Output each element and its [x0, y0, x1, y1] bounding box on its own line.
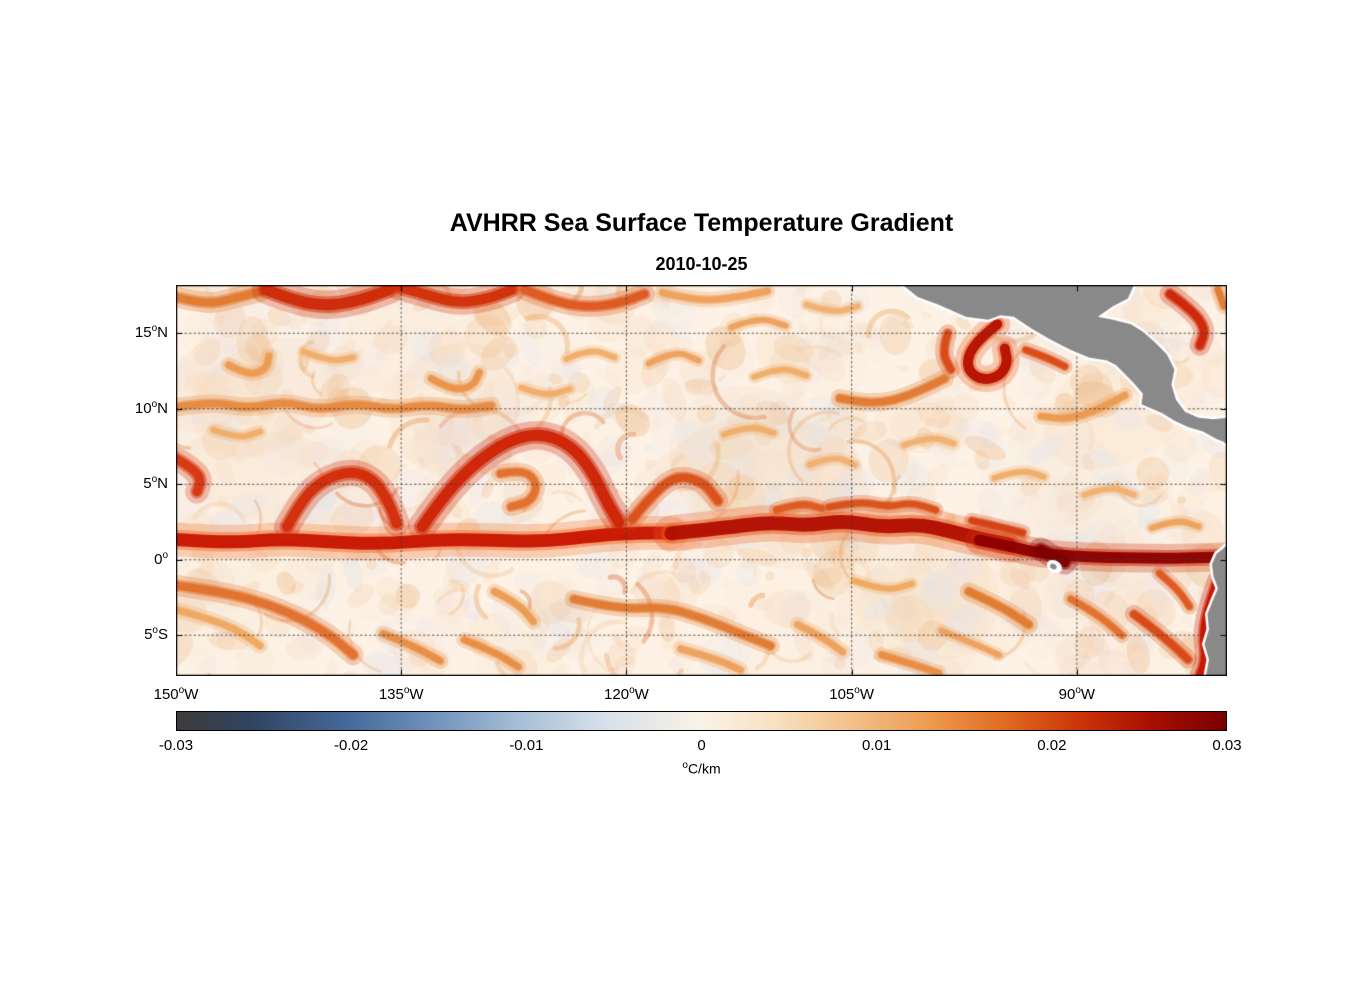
- x-tick-label: 150oW: [153, 685, 199, 703]
- chart-date-subtitle: 2010-10-25: [655, 254, 748, 274]
- y-tick-label: 5oN: [143, 474, 168, 493]
- colorbar-tick-label: -0.03: [158, 737, 194, 754]
- degree-symbol: o: [682, 760, 688, 771]
- y-tick-label: 10oN: [134, 398, 168, 417]
- colorbar-units-label: oC/km: [176, 760, 1227, 777]
- colorbar-tick-label: -0.01: [509, 737, 544, 754]
- colorbar: [176, 711, 1227, 731]
- colorbar-tick-label: 0.03: [1212, 737, 1242, 754]
- map-plot-area: [176, 285, 1227, 676]
- colorbar-tick-label: 0.01: [862, 737, 892, 754]
- colorbar-tick-label: -0.02: [334, 737, 369, 754]
- x-tick-label: 105oW: [829, 685, 875, 703]
- chart-title: AVHRR Sea Surface Temperature Gradient: [449, 209, 954, 237]
- colorbar-tick-label: 0.02: [1037, 737, 1067, 754]
- x-tick-label: 90oW: [1058, 685, 1096, 703]
- x-tick-label: 135oW: [378, 685, 424, 703]
- x-tick-label: 120oW: [604, 685, 649, 703]
- y-tick-label: 15oN: [134, 323, 168, 342]
- sst-gradient-heatmap: [176, 285, 1227, 676]
- units-text: C/km: [687, 760, 721, 777]
- y-tick-label: 5oS: [144, 625, 168, 644]
- colorbar-tick-label: 0: [697, 737, 706, 754]
- y-tick-label: 0o: [154, 549, 168, 568]
